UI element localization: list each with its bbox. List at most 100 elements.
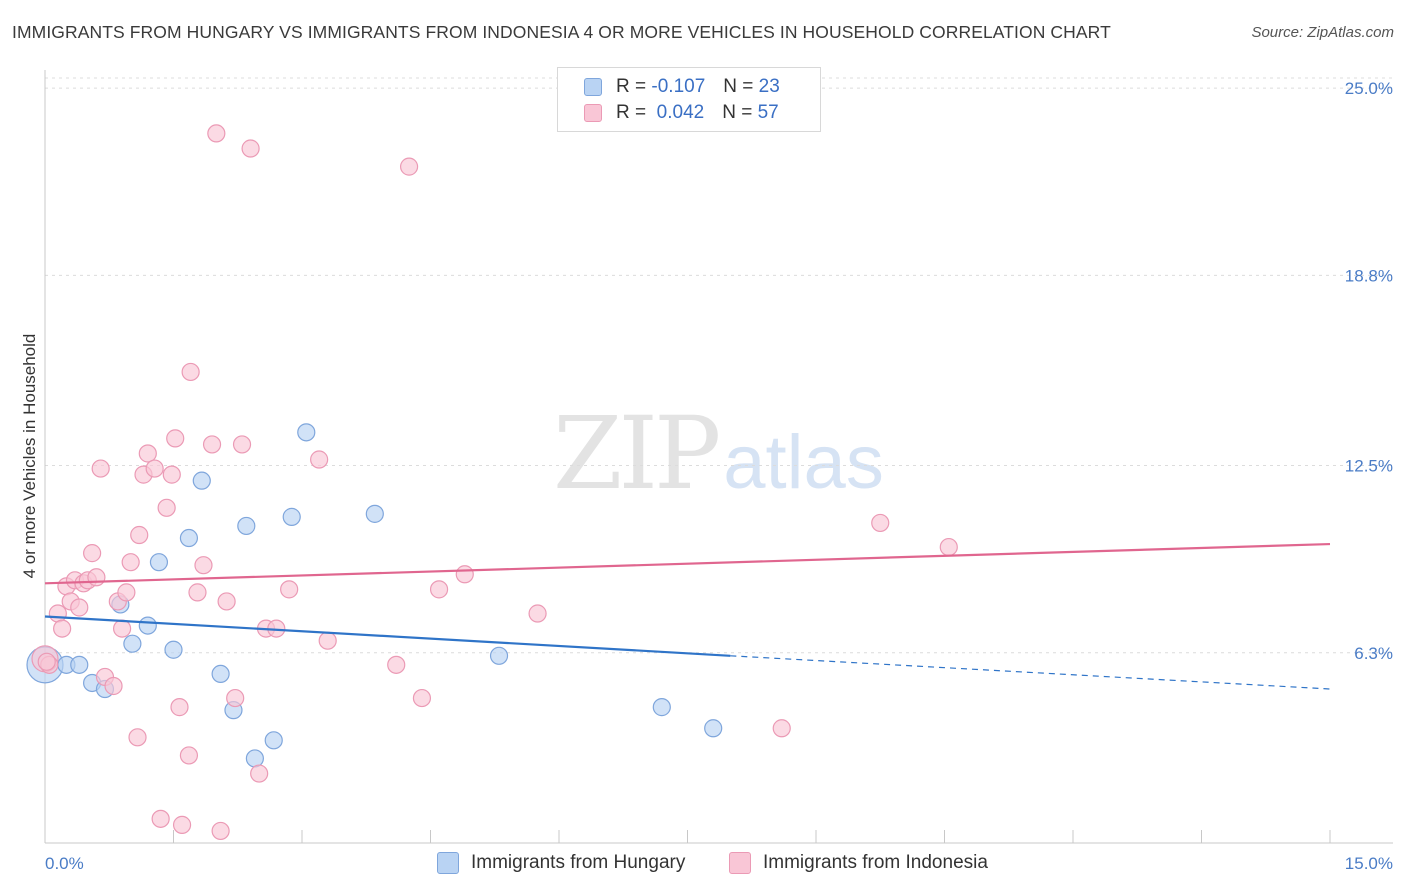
- data-point: [145, 459, 164, 478]
- watermark: ZIPatlas: [553, 395, 884, 512]
- data-point: [489, 646, 509, 665]
- legend-n-value: 23: [758, 76, 780, 97]
- legend-r-label: R =: [616, 102, 647, 123]
- data-point: [528, 604, 547, 623]
- data-point: [704, 719, 723, 738]
- legend-label-hungary: Immigrants from Hungary: [471, 852, 686, 873]
- data-point: [130, 525, 149, 545]
- series-indonesia-points: [31, 124, 958, 841]
- data-point: [170, 698, 189, 717]
- data-point: [179, 528, 199, 548]
- legend-row-hungary: R = -0.107 N = 23: [584, 74, 780, 100]
- tick-labels: 6.3% 12.5% 18.8% 25.0% 0.0% 15.0% 4 or more Ve…: [20, 79, 1393, 873]
- axes: [44, 70, 1393, 844]
- legend-swatch-hungary: [437, 852, 459, 874]
- data-point: [194, 556, 213, 575]
- data-point: [387, 655, 406, 674]
- data-point: [217, 592, 236, 611]
- y-tick-label: 12.5%: [1345, 457, 1393, 476]
- data-point: [211, 821, 230, 841]
- trend-line-hungary-extrapolated: [730, 655, 1331, 690]
- chart-title: IMMIGRANTS FROM HUNGARY VS IMMIGRANTS FR…: [12, 22, 1111, 42]
- data-point: [53, 619, 72, 638]
- grid-lines: [45, 77, 1393, 654]
- x-tick-label: 15.0%: [1345, 854, 1393, 873]
- legend-item-indonesia: Immigrants from Indonesia: [729, 852, 988, 874]
- data-point: [211, 664, 230, 684]
- data-point: [70, 598, 89, 617]
- watermark-zip: ZIP: [553, 395, 721, 512]
- legend-swatch-indonesia: [729, 852, 751, 874]
- data-point: [48, 604, 67, 623]
- source-label: Source: ZipAtlas.com: [1251, 24, 1394, 41]
- data-point: [232, 435, 252, 454]
- legend-swatch-indonesia: [584, 104, 602, 122]
- data-point: [138, 616, 157, 635]
- y-tick-label: 6.3%: [1354, 644, 1393, 663]
- data-point: [164, 640, 183, 659]
- data-point: [310, 450, 329, 469]
- legend-r-value: -0.107: [651, 76, 706, 97]
- data-point: [245, 749, 264, 768]
- data-point: [179, 746, 199, 765]
- data-point: [282, 507, 301, 526]
- data-point: [365, 504, 384, 523]
- trend-lines: [44, 542, 1331, 690]
- data-point: [121, 553, 140, 572]
- legend-row-indonesia: R = 0.042 N = 57: [584, 100, 779, 126]
- series-legend: Immigrants from Hungary Immigrants from …: [0, 852, 1406, 878]
- data-point: [123, 634, 142, 653]
- data-point: [181, 362, 200, 382]
- y-axis-title: 4 or more Vehicles in Household: [20, 334, 39, 579]
- data-point: [297, 423, 316, 442]
- data-point: [772, 719, 791, 738]
- data-point: [202, 435, 222, 454]
- data-point: [318, 631, 337, 650]
- correlation-legend: R = -0.107 N = 23 R = 0.042 N = 57: [557, 67, 821, 132]
- data-point: [192, 471, 211, 490]
- data-point: [91, 459, 110, 478]
- data-point: [87, 568, 106, 587]
- data-point: [652, 698, 671, 717]
- trend-line-hungary: [44, 615, 731, 657]
- data-point: [128, 728, 147, 747]
- data-point: [149, 553, 169, 572]
- legend-n-label: N =: [722, 102, 753, 123]
- data-point: [241, 139, 260, 158]
- data-point: [871, 513, 890, 533]
- data-point: [166, 429, 185, 448]
- data-point: [399, 157, 419, 176]
- data-point: [157, 498, 176, 517]
- data-point: [429, 580, 449, 599]
- data-point: [226, 688, 245, 708]
- data-point: [250, 764, 269, 783]
- data-point: [138, 444, 157, 463]
- legend-n-value: 57: [757, 102, 779, 123]
- x-tick-label: 0.0%: [45, 854, 84, 873]
- data-point: [412, 688, 432, 708]
- data-point: [237, 516, 256, 536]
- y-tick-label: 18.8%: [1345, 266, 1393, 285]
- data-point: [70, 655, 89, 674]
- data-point: [37, 652, 56, 671]
- legend-swatch-hungary: [584, 78, 602, 96]
- data-point: [112, 619, 132, 638]
- data-point: [117, 583, 136, 602]
- data-point: [162, 465, 181, 484]
- legend-n-label: N =: [723, 76, 754, 97]
- data-point: [172, 815, 192, 834]
- data-point: [188, 583, 207, 602]
- data-point: [455, 565, 474, 584]
- legend-label-indonesia: Immigrants from Indonesia: [763, 852, 988, 873]
- legend-item-hungary: Immigrants from Hungary: [437, 852, 685, 874]
- legend-r-label: R =: [616, 76, 647, 97]
- y-tick-label: 25.0%: [1345, 79, 1393, 98]
- legend-r-value: 0.042: [656, 102, 705, 123]
- data-point: [104, 676, 123, 696]
- data-point: [280, 580, 299, 599]
- data-point: [939, 537, 958, 557]
- data-point: [83, 544, 102, 563]
- watermark-atlas: atlas: [723, 420, 884, 505]
- trend-line-indonesia: [44, 542, 1331, 585]
